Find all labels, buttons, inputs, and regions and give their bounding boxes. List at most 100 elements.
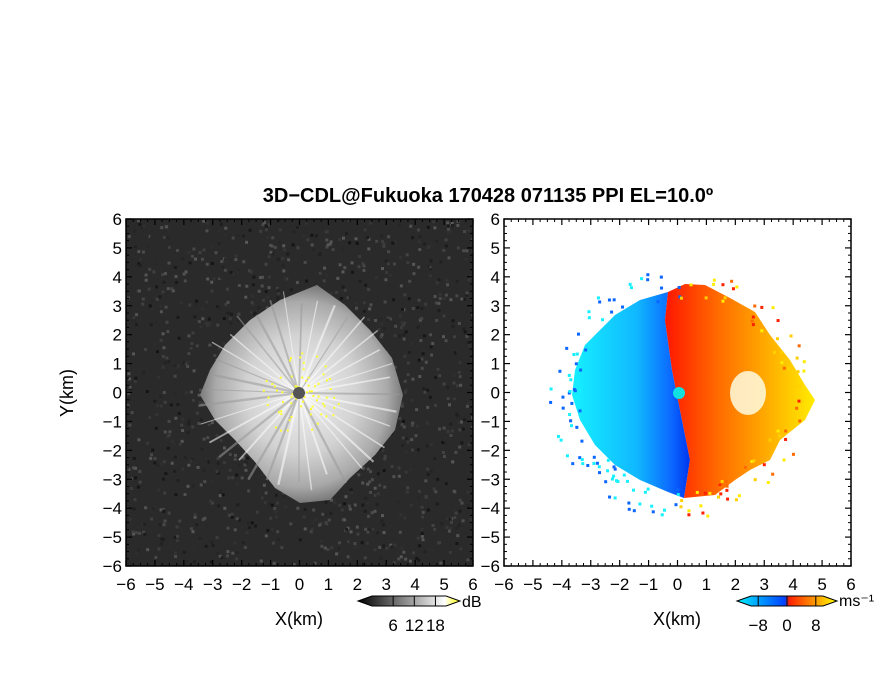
noise-speck [410,438,414,442]
chart-title: 3D−CDL@Fukuoka 170428 071135 PPI EL=10.0… [262,185,714,207]
noise-speck [452,489,456,493]
noise-speck [204,457,208,461]
velocity-speckle [750,319,754,323]
noise-speck [459,547,463,551]
noise-speck [135,313,139,317]
y-tick-label: −3 [103,470,122,489]
noise-speck [325,238,329,242]
noise-speck [414,430,418,434]
noise-speck [126,296,130,300]
noise-speck [280,546,284,550]
noise-speck [164,225,168,229]
noise-speck [392,321,396,325]
velocity-speckle [726,497,730,501]
radial-streak [218,392,300,459]
noise-speck [286,252,290,256]
velocity-speckle [559,438,563,442]
saturated-pixel [277,411,280,414]
noise-speck [409,224,413,228]
x-tick-label: −4 [552,575,571,594]
saturated-pixel [316,422,319,425]
noise-speck [387,235,391,239]
radial-streak [238,392,300,461]
noise-speck [343,266,347,270]
velocity-speckle [579,368,583,372]
noise-speck [178,442,182,446]
noise-speck [353,503,357,507]
noise-speck [391,558,395,562]
noise-speck [453,351,457,355]
noise-speck [338,503,342,507]
noise-speck [244,476,248,480]
velocity-speckle [760,305,764,309]
x-tick-label: −5 [145,575,164,594]
noise-speck [395,466,399,470]
saturated-pixel [315,399,318,402]
noise-speck [291,508,295,512]
noise-speck [166,287,170,291]
noise-speck [426,405,430,409]
x-tick-label: 1 [702,575,711,594]
x-tick-label: −3 [203,575,222,594]
velocity-speckle [778,434,782,438]
noise-speck [190,457,194,461]
noise-speck [402,377,406,381]
velocity-speckle [798,384,802,388]
velocity-speckle [723,296,727,300]
noise-speck [400,546,404,550]
y-tick-label: 1 [491,355,500,374]
noise-speck [184,270,188,274]
noise-speck [234,258,238,262]
velocity-speckle [592,455,596,459]
noise-speck [206,221,210,225]
saturated-pixel [325,415,328,418]
noise-speck [392,561,396,565]
noise-speck [394,240,398,244]
noise-speck [455,280,459,284]
noise-speck [462,297,466,301]
saturated-echo [262,352,340,432]
noise-speck [442,426,446,430]
velocity-speckle [627,501,631,505]
velocity-speckle [797,399,801,403]
noise-speck [276,296,280,300]
radial-streak [247,392,301,481]
noise-speck [217,241,221,245]
noise-speck [184,361,188,365]
saturated-pixel [310,390,313,393]
noise-speck [369,470,373,474]
velocity-speckle [660,513,664,517]
noise-speck [205,262,209,266]
velocity-speckle [751,323,755,327]
noise-speck [341,236,345,240]
noise-speck [225,287,229,291]
saturated-pixel [307,376,310,379]
noise-speck [211,544,215,548]
noise-speck [426,421,430,425]
noise-speck [196,397,200,401]
noise-speck [259,491,263,495]
saturated-pixel [279,376,282,379]
velocity-speckle [800,400,804,404]
noise-speck [321,512,325,516]
saturated-pixel [291,393,294,396]
radial-streak [297,392,348,484]
noise-speck [458,361,462,365]
noise-speck [181,417,185,421]
velocity-speckle [646,273,650,277]
velocity-speckle [771,306,775,310]
noise-speck [315,234,319,238]
noise-speck [183,493,187,497]
velocity-speckle [737,494,741,498]
saturated-pixel [262,389,265,392]
velocity-speckle [587,316,591,320]
noise-speck [207,422,211,426]
noise-speck [138,264,142,268]
noise-speck [447,529,451,533]
noise-speck [381,449,385,453]
noise-speck [276,538,280,542]
saturated-pixel [273,385,276,388]
noise-speck [159,508,163,512]
noise-speck [423,390,427,394]
noise-speck [248,228,252,232]
